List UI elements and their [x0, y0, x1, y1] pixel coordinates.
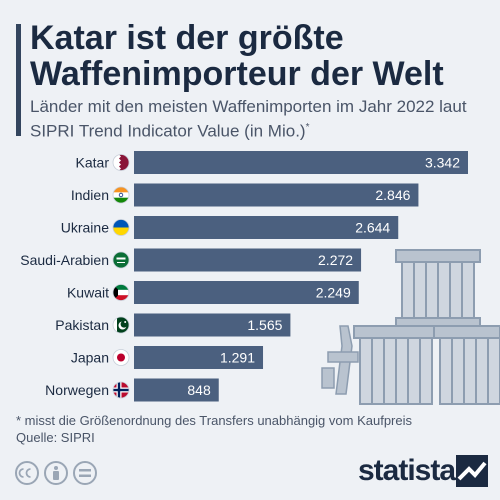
data-label: 1.291	[220, 350, 255, 366]
subtitle-footnote-mark: *	[305, 122, 310, 133]
title-accent-bar	[16, 24, 21, 136]
flag-cross-v-inner	[117, 382, 121, 398]
flag-stripe	[113, 187, 129, 193]
attribution-icon[interactable]	[44, 461, 68, 485]
bar	[134, 248, 362, 272]
data-label: 848	[187, 382, 211, 398]
flag-field	[113, 252, 129, 268]
flag-hoist	[113, 317, 117, 333]
flag-rim	[112, 154, 130, 171]
license-icons	[15, 461, 97, 485]
data-label: 2.272	[318, 252, 353, 268]
flag-cross-h-inner	[113, 388, 129, 392]
flag-wheel	[118, 192, 124, 198]
flag-rim	[112, 186, 130, 204]
india-flag-icon	[112, 186, 130, 204]
data-label: 1.565	[247, 317, 282, 333]
statista-logo-text[interactable]: statista	[358, 454, 456, 487]
flag-rim	[112, 316, 130, 334]
bar	[134, 346, 264, 369]
data-label: 3.342	[425, 155, 460, 171]
flag-stripe	[113, 219, 129, 228]
flag-sun	[117, 353, 125, 362]
flag-rim	[112, 349, 130, 366]
crates-illustration	[321, 249, 500, 405]
creative-commons-icon[interactable]	[15, 461, 39, 485]
no-derivatives-icon[interactable]	[73, 461, 97, 485]
data-label: 2.846	[375, 187, 410, 203]
bar	[134, 183, 419, 207]
category-label: Ukraine	[61, 220, 109, 236]
crate-bottom-right	[433, 325, 500, 405]
chart-title: Katar ist der größte Waffenimporteur der…	[30, 19, 444, 93]
flag-script	[116, 257, 126, 260]
flag-stripe	[113, 192, 129, 198]
flag-sword	[117, 262, 125, 263]
crate-bottom-left	[353, 325, 439, 405]
footnote-block: * misst die Größenordnung des Transfers …	[16, 412, 412, 446]
pakistan-flag-icon	[112, 316, 130, 334]
ukraine-flag-icon	[112, 219, 130, 236]
subtitle-text: Länder mit den meisten Waffenimporten im…	[30, 97, 467, 141]
category-label: Japan	[71, 350, 109, 366]
flag-stripe	[113, 289, 129, 296]
flag-crescent-cut	[120, 320, 128, 328]
flag-rim	[112, 284, 130, 301]
flag-serration	[113, 154, 121, 171]
bar	[134, 378, 219, 402]
category-label: Kuwait	[67, 285, 109, 301]
bar	[134, 151, 468, 174]
flag-rim	[112, 251, 130, 269]
footnote: * misst die Größenordnung des Transfers …	[16, 413, 412, 428]
flag-stripe	[113, 227, 129, 236]
kuwait-flag-icon	[112, 284, 130, 301]
norway-flag-icon	[112, 381, 130, 399]
bar	[134, 216, 399, 239]
bar-chart: 3.342 Katar 2.846 Indien 2.644 Ukraine 2.272 Sa…	[20, 151, 500, 405]
saudi-arabia-flag-icon	[112, 251, 130, 269]
flag-stripe	[113, 284, 129, 290]
japan-flag-icon	[112, 349, 130, 366]
flag-stripe	[113, 295, 129, 301]
flag-rim	[112, 219, 130, 236]
chart-subtitle: Länder mit den meisten Waffenimporten im…	[30, 96, 490, 142]
flag-stripe	[113, 197, 129, 203]
category-label: Katar	[76, 155, 110, 171]
category-label: Saudi-Arabien	[20, 252, 109, 268]
data-label: 2.249	[316, 285, 351, 301]
statista-logo-icon[interactable]	[456, 455, 488, 487]
category-label: Norwegen	[45, 382, 109, 398]
flag-star	[124, 321, 127, 323]
category-label: Indien	[71, 187, 109, 203]
rifle-icon	[321, 325, 359, 395]
bars-group: 3.342 Katar 2.846 Indien 2.644 Ukraine 2.272 Sa…	[20, 151, 468, 402]
crate-top	[395, 249, 481, 331]
source-line: Quelle: SIPRI	[16, 430, 95, 445]
bar	[134, 313, 291, 337]
data-label: 2.644	[355, 220, 390, 236]
qatar-flag-icon	[112, 154, 130, 171]
bar	[134, 281, 359, 304]
flag-rim	[112, 381, 130, 399]
category-label: Pakistan	[55, 317, 109, 333]
